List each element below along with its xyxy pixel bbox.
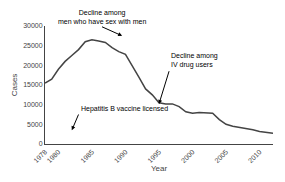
svg-text:0: 0 (39, 140, 43, 147)
svg-text:Decline amongmen who have sex: Decline amongmen who have sex with men (58, 9, 146, 25)
svg-text:1985: 1985 (79, 148, 95, 164)
svg-text:2000: 2000 (180, 148, 196, 164)
svg-text:Year: Year (151, 164, 168, 173)
svg-text:Hepatitis B vaccine licensed: Hepatitis B vaccine licensed (81, 105, 168, 113)
svg-text:1995: 1995 (146, 148, 162, 164)
svg-text:5000: 5000 (27, 121, 43, 128)
svg-text:2010: 2010 (247, 148, 263, 164)
svg-text:25000: 25000 (23, 42, 43, 49)
svg-text:30000: 30000 (23, 22, 43, 29)
svg-text:10000: 10000 (23, 101, 43, 108)
svg-text:1980: 1980 (46, 148, 62, 164)
svg-text:1990: 1990 (113, 148, 129, 164)
svg-text:1978: 1978 (32, 148, 48, 164)
svg-text:Decline amongIV drug users: Decline amongIV drug users (171, 52, 218, 69)
svg-text:2005: 2005 (213, 148, 229, 164)
svg-text:15000: 15000 (23, 81, 43, 88)
svg-text:Cases: Cases (10, 74, 19, 97)
svg-text:20000: 20000 (23, 62, 43, 69)
